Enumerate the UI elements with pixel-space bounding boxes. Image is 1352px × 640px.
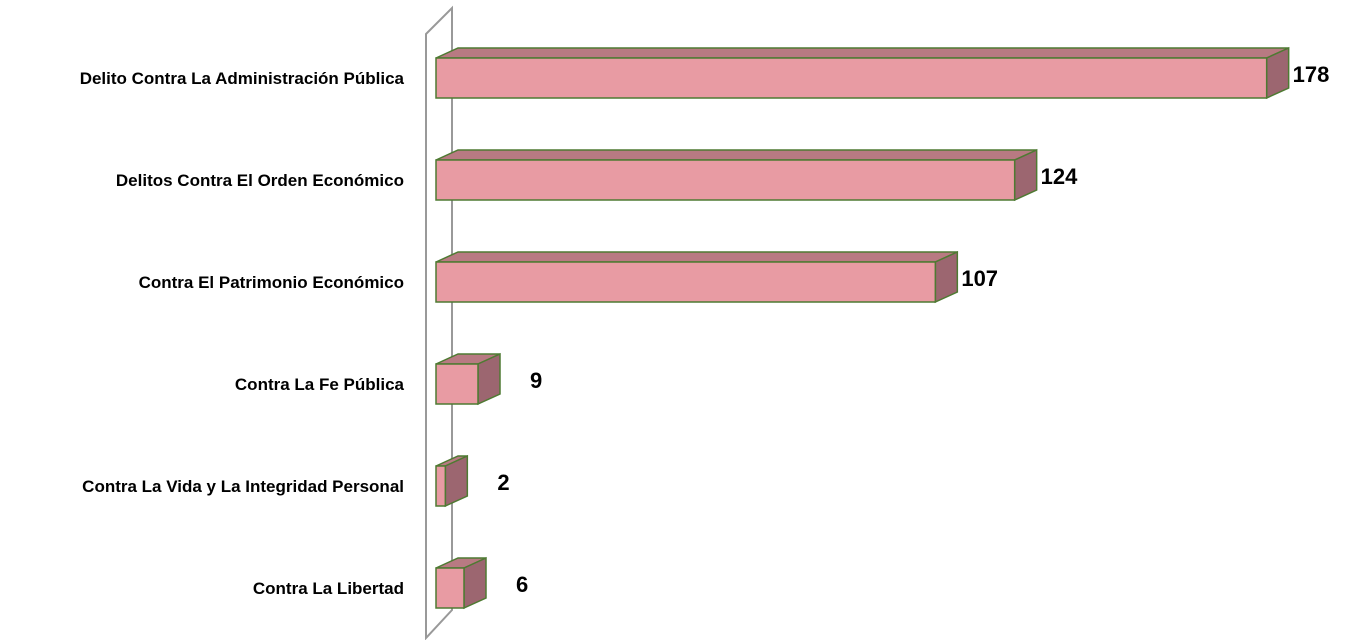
value-label-4: 2 xyxy=(497,470,509,495)
category-label-4: Contra La Vida y La Integridad Personal xyxy=(82,477,404,496)
labels: Delito Contra La Administración Pública 1… xyxy=(80,62,1330,598)
bar-front-3 xyxy=(435,363,479,405)
category-label-3: Contra La Fe Pública xyxy=(235,375,405,394)
category-label-0: Delito Contra La Administración Pública xyxy=(80,69,405,88)
bars xyxy=(435,46,1290,610)
bar-front-5 xyxy=(435,567,465,609)
category-label-2: Contra El Patrimonio Económico xyxy=(139,273,404,292)
bar-front-4 xyxy=(435,465,447,507)
value-label-0: 178 xyxy=(1293,62,1330,87)
axis-wall xyxy=(425,5,453,640)
axis-wall-outline xyxy=(425,5,453,640)
bar-5 xyxy=(435,556,487,610)
category-label-1: Delitos Contra El Orden Económico xyxy=(116,171,404,190)
value-label-3: 9 xyxy=(530,368,542,393)
bar-0 xyxy=(435,46,1290,100)
bar-1 xyxy=(435,148,1038,202)
bar-2 xyxy=(435,250,959,304)
bar-top-0 xyxy=(435,47,1289,59)
bar-front-2 xyxy=(435,261,937,303)
value-label-1: 124 xyxy=(1041,164,1078,189)
bar-3 xyxy=(435,352,501,406)
bar-4 xyxy=(435,454,469,508)
bar-front-0 xyxy=(435,57,1268,99)
bar-top-1 xyxy=(435,149,1037,161)
value-label-5: 6 xyxy=(516,572,528,597)
bar-top-2 xyxy=(435,251,958,263)
bar-front-1 xyxy=(435,159,1016,201)
category-label-5: Contra La Libertad xyxy=(253,579,404,598)
value-label-2: 107 xyxy=(961,266,998,291)
